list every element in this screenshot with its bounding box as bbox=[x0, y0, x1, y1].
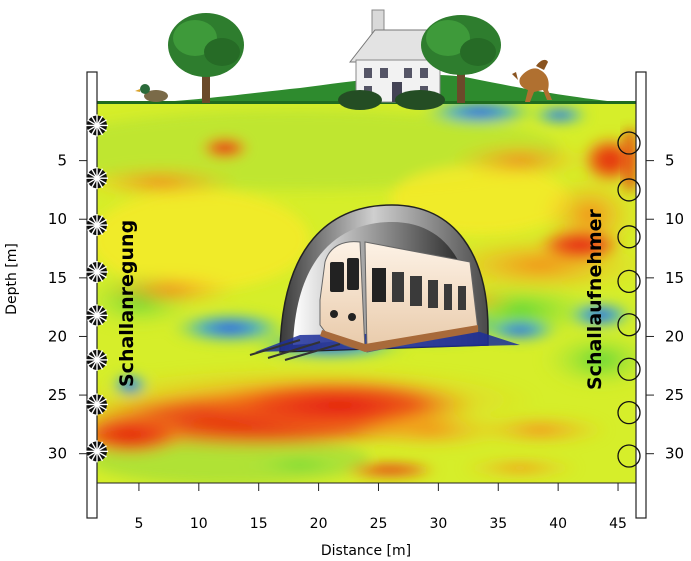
x-axis-label: Distance [m] bbox=[321, 543, 411, 559]
velocity-field bbox=[97, 102, 636, 483]
circle-icon bbox=[617, 225, 641, 249]
house bbox=[338, 9, 446, 110]
starburst-icon bbox=[86, 260, 108, 283]
circle-icon bbox=[617, 269, 641, 294]
starburst-icon bbox=[86, 393, 108, 416]
circle-icon bbox=[617, 178, 641, 202]
y-tick-label-left: 20 bbox=[48, 327, 67, 345]
starburst-icon bbox=[86, 214, 108, 237]
starburst-icon bbox=[86, 304, 108, 327]
x-tick-label: 15 bbox=[250, 516, 268, 532]
plot-frame bbox=[97, 482, 636, 484]
x-tick-label: 25 bbox=[370, 516, 388, 532]
x-tick-label: 35 bbox=[489, 516, 507, 532]
circle-icon bbox=[617, 444, 641, 468]
y-tick-label-right: 30 bbox=[665, 445, 684, 463]
y-tick-label-right: 20 bbox=[665, 327, 684, 345]
x-axis: 5 10 15 20 25 30 35 40 45 bbox=[134, 483, 627, 532]
train bbox=[319, 241, 479, 353]
x-tick-label: 40 bbox=[549, 516, 567, 532]
circle-icon bbox=[617, 357, 641, 381]
circle-icon bbox=[617, 401, 641, 425]
y-axis-label: Depth [m] bbox=[4, 243, 20, 315]
surface-scene bbox=[97, 9, 636, 110]
starburst-icon bbox=[86, 167, 108, 190]
circle-icon bbox=[617, 131, 641, 155]
train-in-tunnel-illustration bbox=[249, 204, 520, 361]
y-tick-label-left: 10 bbox=[48, 210, 67, 228]
y-tick-label-right: 15 bbox=[665, 269, 684, 287]
x-tick-label: 20 bbox=[310, 516, 328, 532]
starburst-icon bbox=[86, 440, 108, 463]
y-tick-label-right: 5 bbox=[665, 152, 675, 170]
duck bbox=[135, 84, 168, 102]
receiver-borehole bbox=[635, 71, 647, 519]
source-markers bbox=[86, 114, 108, 463]
tree-right bbox=[421, 15, 501, 103]
x-tick-label: 45 bbox=[609, 516, 627, 532]
y-tick-label-right: 25 bbox=[665, 386, 684, 404]
source-borehole bbox=[86, 71, 98, 519]
receiver-markers bbox=[617, 131, 641, 468]
x-tick-label: 5 bbox=[134, 516, 143, 532]
y-tick-label-right: 10 bbox=[665, 210, 684, 228]
circle-icon bbox=[617, 313, 641, 337]
y-axis-left: 5 10 15 20 25 30 bbox=[48, 152, 87, 463]
receiver-label: Schallaufnehmer bbox=[584, 208, 606, 390]
x-tick-label: 10 bbox=[190, 516, 208, 532]
starburst-icon bbox=[86, 348, 108, 371]
y-tick-label-left: 5 bbox=[57, 152, 67, 170]
tree-left bbox=[168, 13, 244, 103]
starburst-icon bbox=[86, 114, 108, 137]
y-tick-label-left: 30 bbox=[48, 445, 67, 463]
horse bbox=[512, 59, 552, 102]
y-tick-label-left: 15 bbox=[48, 269, 67, 287]
y-tick-label-left: 25 bbox=[48, 386, 67, 404]
x-tick-label: 30 bbox=[429, 516, 447, 532]
source-label: Schallanregung bbox=[116, 220, 138, 387]
y-axis-right: 5 10 15 20 25 30 bbox=[646, 152, 684, 463]
